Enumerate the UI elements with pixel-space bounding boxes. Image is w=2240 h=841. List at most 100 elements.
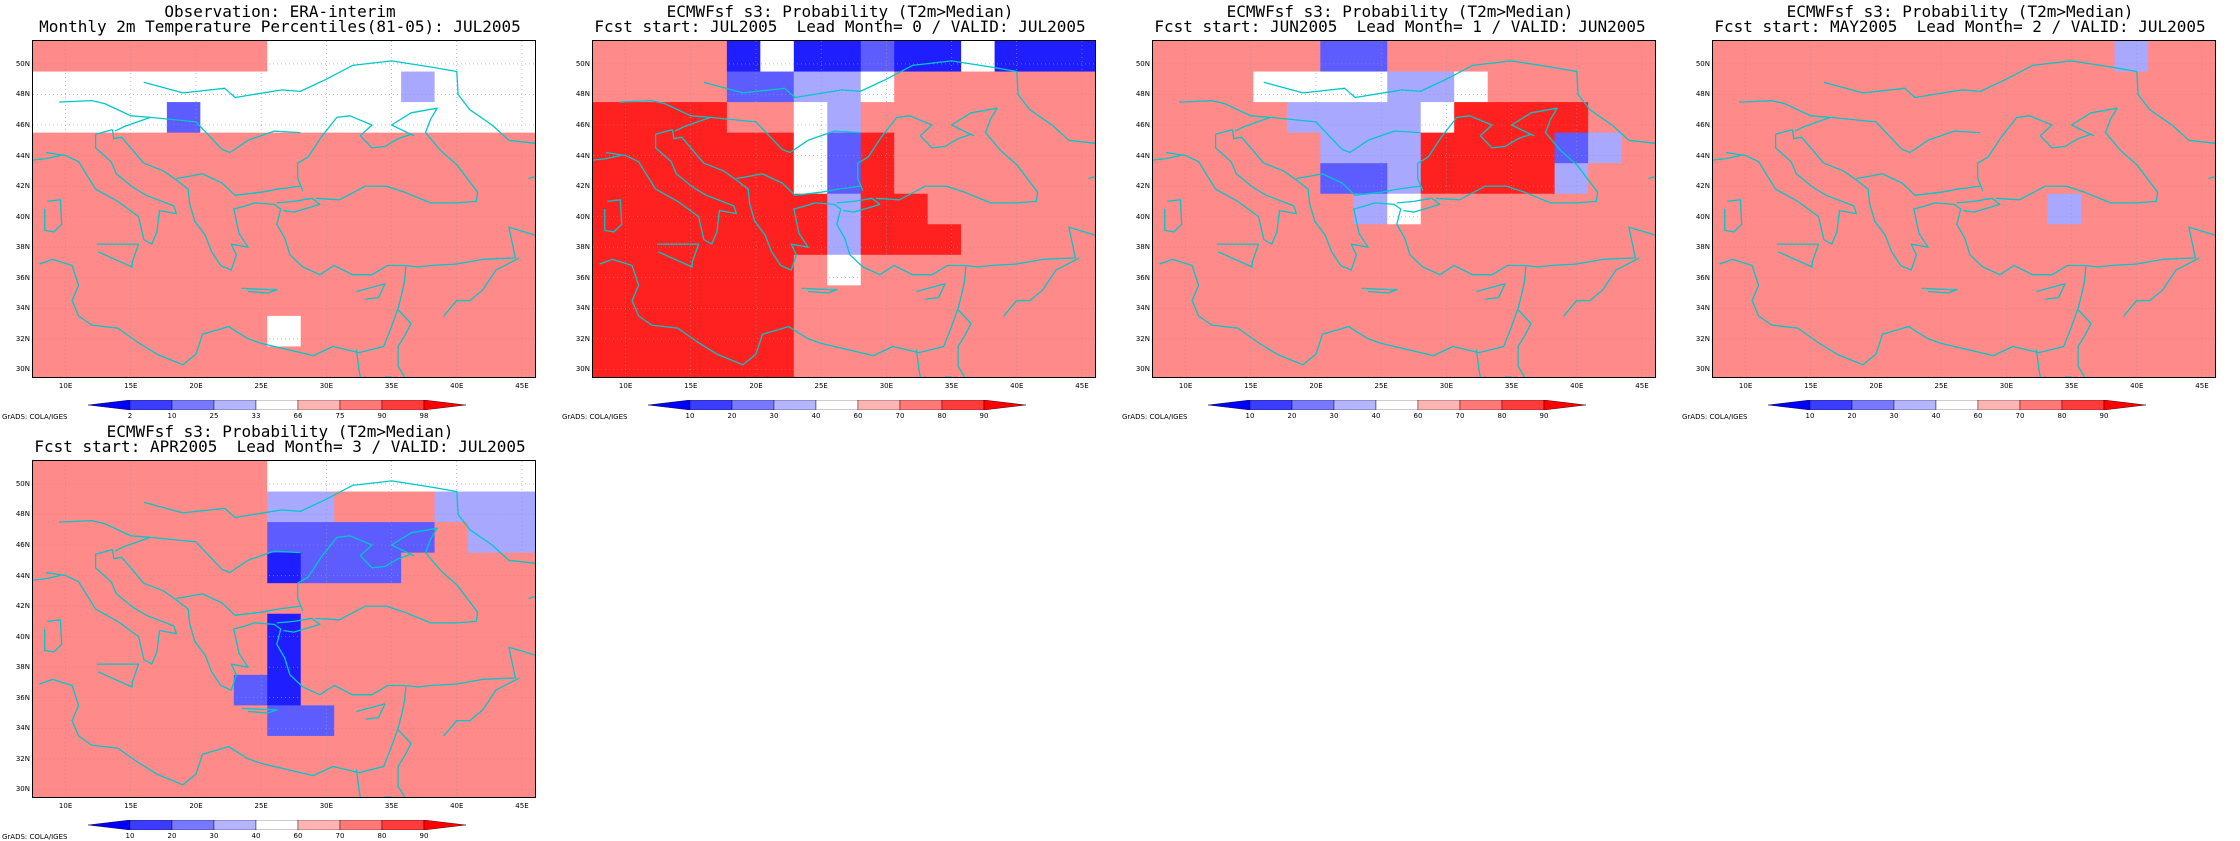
grid-cell <box>233 644 268 676</box>
colorbar-swatch <box>1375 400 1419 410</box>
lon-label: 30E <box>1439 382 1454 390</box>
grid-cell <box>1588 193 1623 225</box>
grid-cell <box>1153 285 1187 317</box>
colorbar-swatch <box>129 400 173 410</box>
grid-cell <box>2114 132 2149 164</box>
lat-label: 30N <box>1135 365 1150 374</box>
grid-cell <box>1554 224 1589 256</box>
grid-cell <box>133 461 168 493</box>
coastline <box>1719 129 2087 366</box>
grid-cell <box>166 766 201 797</box>
coastline <box>1577 94 1655 144</box>
grid-cell <box>2014 254 2049 286</box>
grid-cell <box>961 163 996 195</box>
grid-cell <box>300 224 335 256</box>
grid-cell <box>827 193 862 225</box>
colorbar-swatch <box>423 820 466 830</box>
lat-label: 46N <box>1695 121 1710 129</box>
grid-cell <box>66 193 101 225</box>
grid-cell <box>1947 254 1982 286</box>
grid-cell <box>200 224 235 256</box>
panel-subtitle: Fcst start: JUL2005 Lead Month= 0 / VALI… <box>594 17 1086 36</box>
lat-label: 30N <box>15 785 30 794</box>
map-canvas <box>1713 41 2215 377</box>
colorbar-swatch <box>339 820 383 830</box>
colorbar-swatch <box>2019 400 2063 410</box>
map-area <box>1152 40 1656 378</box>
grid-cell <box>693 163 728 195</box>
grid-cell <box>2047 41 2082 73</box>
colorbar-swatch <box>255 820 299 830</box>
grid-cell <box>367 613 402 645</box>
grid-cell <box>468 163 503 195</box>
lat-label: 50N <box>1135 59 1150 68</box>
coastline <box>276 197 321 213</box>
grid-cell <box>860 224 895 256</box>
grid-cell <box>1420 41 1455 73</box>
grid-cell <box>1621 193 1655 225</box>
grid-cell <box>99 71 134 103</box>
grid-cell <box>1588 285 1623 317</box>
coastline <box>2085 226 2215 268</box>
grid-cell <box>2081 71 2116 103</box>
lon-label: 40E <box>450 802 464 810</box>
grid-cell <box>927 193 962 225</box>
grid-cell <box>33 71 67 103</box>
grid-cell <box>200 461 235 493</box>
lon-label: 45E <box>515 382 529 390</box>
grid-cell <box>1521 346 1556 377</box>
grid-cell <box>233 41 268 73</box>
colorbar-label: 80 <box>937 412 947 420</box>
grid-cell <box>2014 285 2049 317</box>
grid-cell <box>99 705 134 737</box>
colorbar <box>1208 400 1586 410</box>
lat-label: 34N <box>15 304 30 313</box>
colorbar-label: 66 <box>293 412 303 420</box>
grid-cell <box>1320 224 1355 256</box>
lon-label: 35E <box>384 382 399 390</box>
grid-cell <box>994 346 1029 377</box>
grid-cell <box>1746 102 1781 134</box>
grid-cell <box>501 674 535 706</box>
coastline <box>1921 287 1958 294</box>
lon-label: 45E <box>1635 382 1649 390</box>
grid-cell <box>1286 163 1321 195</box>
lon-label: 20E <box>749 382 763 390</box>
grid-cell <box>894 163 929 195</box>
grid-cell <box>468 285 503 317</box>
colorbar-label: 70 <box>1455 412 1465 420</box>
grid-cell <box>401 583 436 615</box>
coastline <box>356 703 386 720</box>
grid-cell <box>501 193 535 225</box>
grid-cell <box>1253 315 1288 347</box>
grid-cell <box>33 674 67 706</box>
grid-cell <box>1779 346 1814 377</box>
grid-cell <box>166 254 201 286</box>
coastline <box>241 707 278 714</box>
grid-cell <box>1420 102 1455 134</box>
grid-cell <box>1028 346 1063 377</box>
grid-cell <box>99 254 134 286</box>
grid-cell <box>1320 41 1355 73</box>
map-panel-3: ECMWFsf s3: Probability (T2m>Median) Fcst… <box>1120 0 1680 421</box>
coastline <box>96 663 140 688</box>
grid-cell <box>1186 254 1221 286</box>
grid-cell <box>1286 285 1321 317</box>
grid-cell <box>2114 163 2149 195</box>
grid-cell <box>860 102 895 134</box>
grid-cell <box>401 193 436 225</box>
grid-cell <box>1153 163 1187 195</box>
colorbar-label: 70 <box>335 832 345 840</box>
colorbar-swatch <box>297 400 341 410</box>
coastline <box>619 99 711 119</box>
grid-cell <box>300 522 335 554</box>
grid-cell <box>33 132 67 164</box>
grid-cell <box>1779 163 1814 195</box>
grid-cell <box>33 735 67 767</box>
colorbar-swatch <box>423 400 466 410</box>
grid-cell <box>401 491 436 523</box>
colorbar-label: 20 <box>1287 412 1297 420</box>
grid-cell <box>659 132 694 164</box>
grid-cell <box>1846 346 1881 377</box>
coastline <box>916 283 946 300</box>
